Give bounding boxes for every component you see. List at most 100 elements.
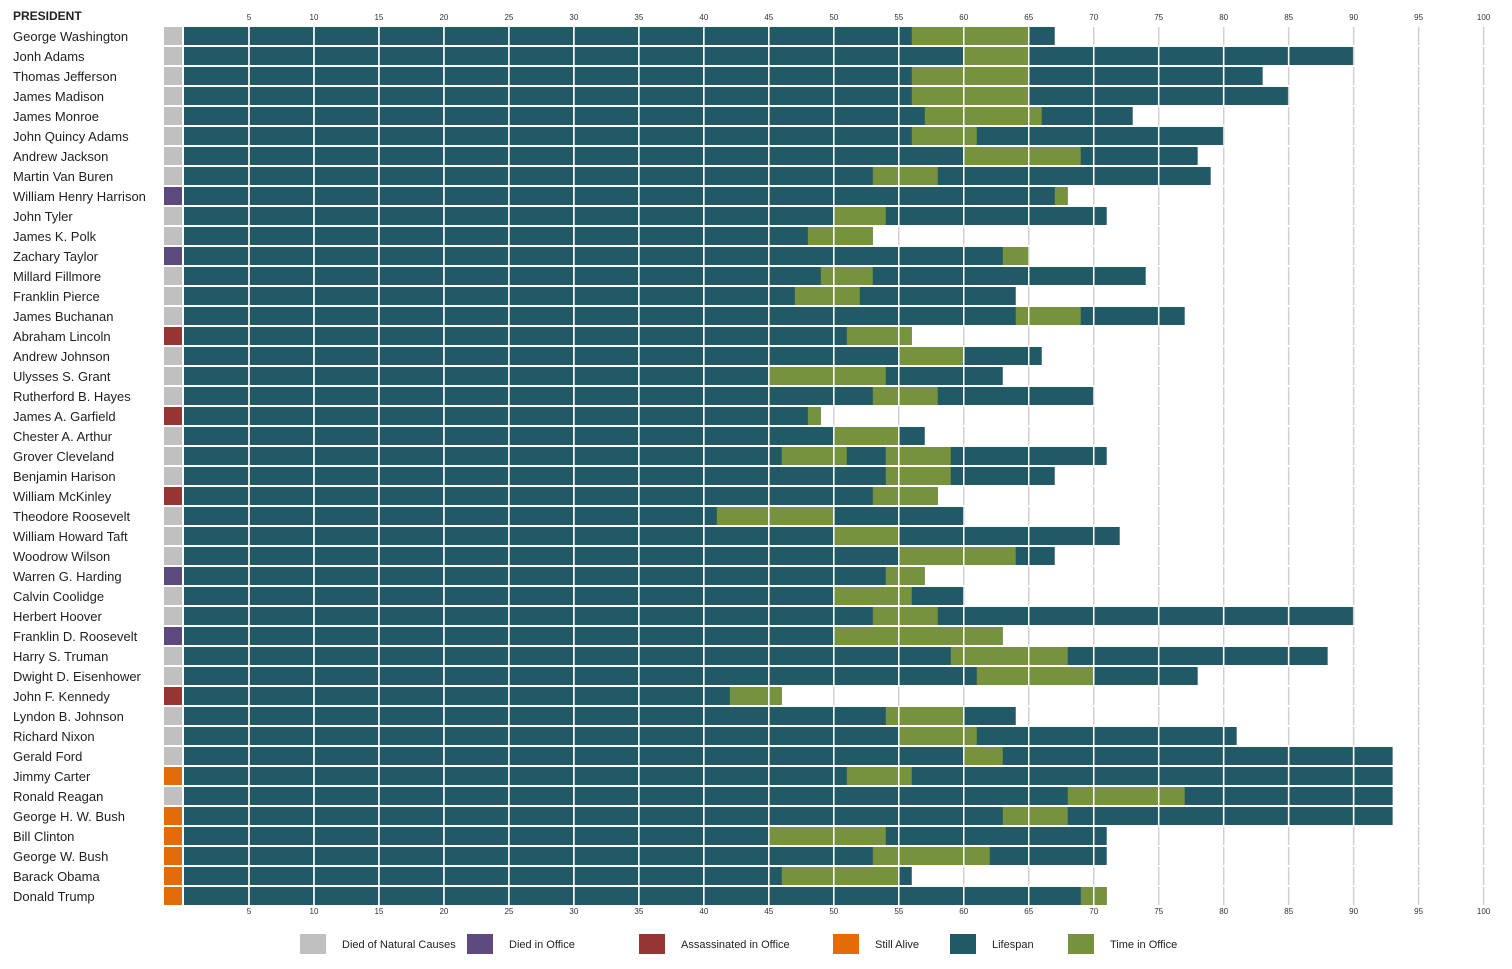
status-swatch	[164, 827, 182, 845]
president-name: Calvin Coolidge	[13, 589, 104, 604]
office-bar	[716, 507, 834, 525]
lifespan-bar	[184, 487, 938, 505]
office-bar	[911, 87, 1029, 105]
office-bar	[885, 707, 964, 725]
lifespan-bar	[184, 87, 1289, 105]
office-bar	[963, 147, 1081, 165]
x-axis-top: 5 10 15 20 25 30 35 40 45 50 55 60 65 70 75 80 85 90 95 100	[247, 13, 1491, 22]
status-swatch	[164, 887, 182, 905]
legend-label: Died in Office	[509, 939, 575, 951]
x-tick-label: 75	[1154, 907, 1163, 916]
president-name: Grover Cleveland	[13, 449, 114, 464]
x-tick-label: 55	[894, 13, 903, 22]
office-bar	[833, 587, 912, 605]
lifespan-bar	[184, 247, 1029, 265]
office-bar	[872, 387, 938, 405]
president-name: Herbert Hoover	[13, 609, 103, 624]
president-name: Martin Van Buren	[13, 169, 113, 184]
x-tick-label: 65	[1024, 907, 1033, 916]
status-swatch	[164, 807, 182, 825]
x-tick-label: 80	[1219, 13, 1228, 22]
office-bar	[1015, 307, 1081, 325]
office-bar	[898, 727, 977, 745]
president-name: William Henry Harrison	[13, 189, 146, 204]
president-name: James Buchanan	[13, 309, 113, 324]
legend: Died of Natural Causes Died in Office Assa…	[300, 934, 1177, 954]
status-swatch	[164, 607, 182, 625]
office-bar	[1002, 247, 1029, 265]
president-name: Franklin D. Roosevelt	[13, 629, 138, 644]
x-tick-label: 15	[374, 13, 383, 22]
legend-swatch	[833, 934, 859, 954]
president-name: Lyndon B. Johnson	[13, 709, 124, 724]
x-tick-label: 70	[1089, 907, 1098, 916]
office-bar	[872, 167, 938, 185]
president-name: Theodore Roosevelt	[13, 509, 130, 524]
legend-swatch	[300, 934, 326, 954]
x-tick-label: 15	[374, 907, 383, 916]
x-tick-label: 85	[1284, 13, 1293, 22]
office-bar	[924, 107, 1042, 125]
status-swatch	[164, 107, 182, 125]
status-swatch	[164, 247, 182, 265]
x-tick-label: 45	[764, 13, 773, 22]
lifespan-bar	[184, 567, 925, 585]
x-tick-label: 80	[1219, 907, 1228, 916]
president-name: Zachary Taylor	[13, 249, 99, 264]
president-name: Andrew Jackson	[13, 149, 108, 164]
office-bar	[833, 527, 899, 545]
x-tick-label: 25	[504, 13, 513, 22]
lifespan-bar	[184, 747, 1393, 765]
x-tick-label: 35	[634, 907, 643, 916]
president-name: Gerald Ford	[13, 749, 82, 764]
legend-swatch	[950, 934, 976, 954]
status-swatch	[164, 367, 182, 385]
legend-swatch	[1068, 934, 1094, 954]
lifespan-bar	[184, 787, 1393, 805]
status-swatch	[164, 187, 182, 205]
x-tick-label: 90	[1349, 907, 1358, 916]
lifespan-bar	[184, 447, 1107, 465]
president-name: Dwight D. Eisenhower	[13, 669, 142, 684]
president-name: William McKinley	[13, 489, 112, 504]
status-swatch	[164, 847, 182, 865]
president-name: Ronald Reagan	[13, 789, 103, 804]
lifespan-bar	[184, 107, 1133, 125]
x-tick-label: 70	[1089, 13, 1098, 22]
president-name: Jimmy Carter	[13, 769, 91, 784]
president-name: John F. Kennedy	[13, 689, 110, 704]
office-bar	[846, 767, 912, 785]
office-bar	[768, 827, 886, 845]
lifespan-bar	[184, 187, 1068, 205]
president-name: Ulysses S. Grant	[13, 369, 111, 384]
president-name: Chester A. Arthur	[13, 429, 113, 444]
lifespan-bar	[184, 867, 912, 885]
office-bar	[963, 747, 1003, 765]
lifespan-bar	[184, 307, 1185, 325]
legend-label: Lifespan	[992, 939, 1034, 951]
status-swatch	[164, 87, 182, 105]
lifespan-bar	[184, 527, 1120, 545]
lifespan-bar	[184, 27, 1055, 45]
status-swatch	[164, 707, 182, 725]
office-bar	[807, 227, 873, 245]
status-swatch	[164, 267, 182, 285]
lifespan-bar	[184, 827, 1107, 845]
status-swatch	[164, 567, 182, 585]
x-tick-label: 20	[439, 13, 448, 22]
x-tick-label: 100	[1477, 907, 1491, 916]
status-swatch	[164, 787, 182, 805]
x-tick-label: 10	[310, 907, 319, 916]
office-bar	[898, 347, 964, 365]
office-bar	[729, 687, 782, 705]
x-tick-label: 90	[1349, 13, 1358, 22]
office-bar	[872, 487, 938, 505]
office-bar	[794, 287, 860, 305]
office-bar	[885, 467, 951, 485]
office-bar	[911, 127, 977, 145]
x-tick-label: 95	[1414, 907, 1423, 916]
president-name: Millard Fillmore	[13, 269, 101, 284]
status-swatch	[164, 207, 182, 225]
x-tick-label: 40	[699, 13, 708, 22]
